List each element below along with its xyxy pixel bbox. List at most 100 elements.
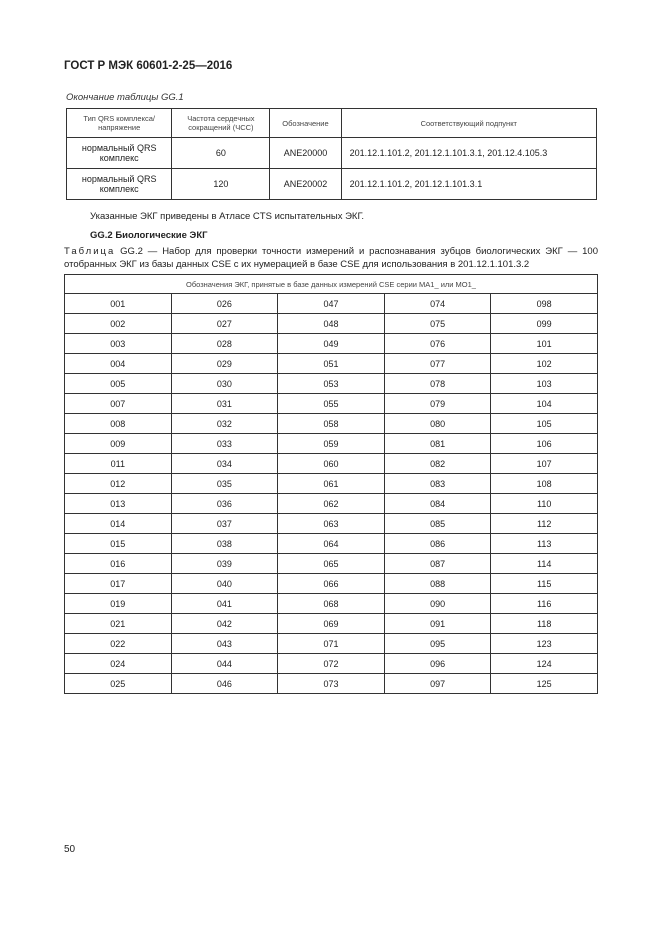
table-row: 014 037 063 085 112 — [64, 513, 598, 534]
table-cell: 097 — [383, 673, 492, 694]
table-cell: 035 — [170, 473, 279, 494]
table-row: 021 042 069 091 118 — [64, 613, 598, 634]
table-cell: 115 — [490, 573, 598, 594]
table-label: Таблица — [64, 246, 116, 257]
table-cell: 062 — [277, 493, 385, 514]
table-cell: 048 — [277, 313, 385, 334]
table-row: 005 030 053 078 103 — [64, 373, 598, 394]
table-cell: 083 — [383, 473, 492, 494]
table-cell: 102 — [490, 353, 598, 374]
table-row: 015 038 064 086 113 — [64, 533, 598, 554]
table-cell: 076 — [383, 333, 492, 354]
table-cell: 019 — [64, 593, 172, 614]
table-cell: 081 — [383, 433, 492, 454]
table-cell: 014 — [64, 513, 172, 534]
table-cell: 088 — [383, 573, 492, 594]
table-row: 001 026 047 074 098 — [64, 293, 598, 314]
table-cell: 091 — [383, 613, 492, 634]
table-cell: 084 — [383, 493, 492, 514]
table-cell: 080 — [383, 413, 492, 434]
table-cell: 101 — [490, 333, 598, 354]
table-cell: 113 — [490, 533, 598, 554]
table-row: 019 041 068 090 116 — [64, 593, 598, 614]
table-row: 016 039 065 087 114 — [64, 553, 598, 574]
table-row: 011 034 060 082 107 — [64, 453, 598, 474]
table-cell: 123 — [490, 633, 598, 654]
table-cell: 047 — [277, 293, 385, 314]
table-cell: 024 — [64, 653, 172, 674]
table-cell: ANE20000 — [269, 137, 342, 169]
table-cell: 016 — [64, 553, 172, 574]
table-cell: 055 — [277, 393, 385, 414]
table-row: 013 036 062 084 110 — [64, 493, 598, 514]
table-cell: 003 — [64, 333, 172, 354]
table-cell: 090 — [383, 593, 492, 614]
table-cell: ANE20002 — [269, 168, 342, 200]
table1-caption: Окончание таблицы GG.1 — [66, 92, 184, 103]
table-row: 017 040 066 088 115 — [64, 573, 598, 594]
table-cell: 028 — [170, 333, 279, 354]
table-cell: 032 — [170, 413, 279, 434]
table-cell: 021 — [64, 613, 172, 634]
table-row: 003 028 049 076 101 — [64, 333, 598, 354]
table-cell: 065 — [277, 553, 385, 574]
table-cell: 030 — [170, 373, 279, 394]
table-cell: 068 — [277, 593, 385, 614]
section-heading: GG.2 Биологические ЭКГ — [90, 230, 208, 241]
table-row: 009 033 059 081 106 — [64, 433, 598, 454]
table-cell: 104 — [490, 393, 598, 414]
table-cell: 049 — [277, 333, 385, 354]
table-cell: 114 — [490, 553, 598, 574]
table-cell: 085 — [383, 513, 492, 534]
table-cell: 079 — [383, 393, 492, 414]
table-cell: 074 — [383, 293, 492, 314]
table-cell: 031 — [170, 393, 279, 414]
table2-caption-text: GG.2 — Набор для проверки точности измер… — [64, 246, 598, 270]
table-cell: 029 — [170, 353, 279, 374]
table-cell: 025 — [64, 673, 172, 694]
table-cell: 075 — [383, 313, 492, 334]
table-cell: 008 — [64, 413, 172, 434]
table-cell: 064 — [277, 533, 385, 554]
table-cell: 106 — [490, 433, 598, 454]
table-cell: 069 — [277, 613, 385, 634]
table-cell: нормальный QRS комплекс — [65, 168, 173, 200]
table-cell: 125 — [490, 673, 598, 694]
table-cell: 007 — [64, 393, 172, 414]
page-number: 50 — [64, 844, 76, 855]
table-cell: 053 — [277, 373, 385, 394]
table-cell: 013 — [64, 493, 172, 514]
table1-column-header: Частота сердечных сокращений (ЧСС) — [171, 108, 271, 138]
table-cell: 058 — [277, 413, 385, 434]
table-cell: 001 — [64, 293, 172, 314]
table-cell: 201.12.1.101.2, 201.12.1.101.3.1 — [340, 168, 598, 200]
table-cell: 116 — [490, 593, 598, 614]
table2-header: Обозначения ЭКГ, принятые в базе данных … — [64, 274, 598, 294]
table-cell: 105 — [490, 413, 598, 434]
table-row: 024 044 072 096 124 — [64, 653, 598, 674]
table-row: нормальный QRS комплекс 60 ANE20000 201.12.… — [65, 137, 598, 169]
table-cell: 124 — [490, 653, 598, 674]
table-cell: 063 — [277, 513, 385, 534]
table-cell: 061 — [277, 473, 385, 494]
table-cell: 044 — [170, 653, 279, 674]
table-cell: 004 — [64, 353, 172, 374]
table-cell: 009 — [64, 433, 172, 454]
table-cell: 066 — [277, 573, 385, 594]
table-cell: 072 — [277, 653, 385, 674]
table-cell: 027 — [170, 313, 279, 334]
table-cell: 118 — [490, 613, 598, 634]
table-cell: 077 — [383, 353, 492, 374]
table-cell: 073 — [277, 673, 385, 694]
table-cell: 012 — [64, 473, 172, 494]
table2-caption: Таблица GG.2 — Набор для проверки точнос… — [64, 245, 598, 271]
table-gg1: Тип QRS комплекса/ напряжение Частота сер… — [65, 108, 598, 200]
table-cell: 026 — [170, 293, 279, 314]
table-cell: 096 — [383, 653, 492, 674]
table-cell: 60 — [171, 137, 271, 169]
table-cell: 017 — [64, 573, 172, 594]
table1-column-header: Обозначение — [269, 108, 342, 138]
table-cell: 099 — [490, 313, 598, 334]
table-cell: 015 — [64, 533, 172, 554]
table-cell: 060 — [277, 453, 385, 474]
